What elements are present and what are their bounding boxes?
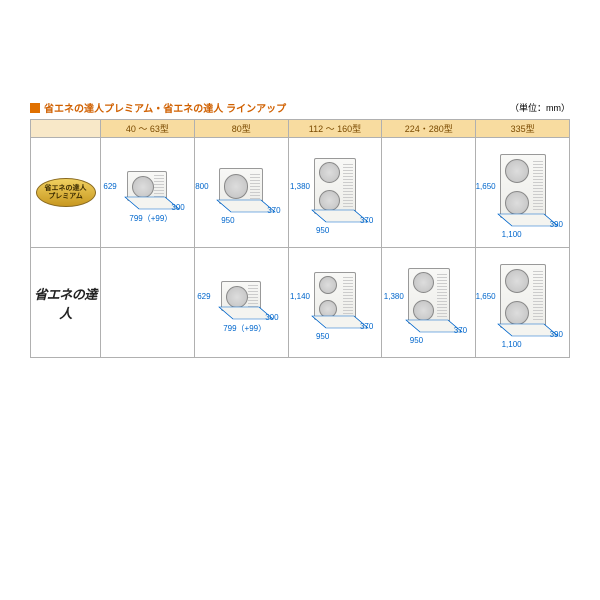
- ac-unit-icon: [500, 154, 546, 218]
- fan-icon: [505, 269, 529, 293]
- fan-icon: [319, 276, 337, 294]
- dim-width: 950: [410, 336, 423, 345]
- dim-height: 629: [197, 292, 210, 301]
- dim-height: 1,650: [476, 292, 496, 301]
- ac-unit-icon: [314, 272, 356, 320]
- unit-cell: 1,140 950 370: [288, 248, 382, 358]
- fan-icon: [226, 286, 248, 308]
- series-label: 省エネの達人: [33, 284, 98, 322]
- dim-depth: 300: [171, 203, 184, 212]
- title-left: 省エネの達人プレミアム・省エネの達人 ラインアップ: [30, 100, 286, 115]
- grille-icon: [343, 164, 353, 207]
- premium-badge-icon: 省エネの達人プレミアム: [36, 178, 96, 207]
- unit-cell: 629 799（+99）300: [194, 248, 288, 358]
- grille-icon: [248, 284, 258, 306]
- dim-width: 950: [221, 216, 234, 225]
- header-empty: [31, 120, 101, 138]
- unit-cell: 1,380 950 370: [288, 138, 382, 248]
- table-row: 省エネの達人 629 799（+99）300 1,140 950 370 1,380 9…: [31, 248, 570, 358]
- dim-depth: 300: [265, 313, 278, 322]
- grille-icon: [154, 174, 164, 196]
- header-row: 40 〜 63型 80型 112 〜 160型 224・280型 335型: [31, 120, 570, 138]
- unit-cell: 1,650 1,100 390: [476, 248, 570, 358]
- dim-width: 950: [316, 226, 329, 235]
- unit-diagram: 629799（+99）300: [201, 281, 281, 325]
- grille-icon: [533, 161, 543, 211]
- title-text: 省エネの達人プレミアム・省エネの達人 ラインアップ: [44, 100, 286, 115]
- dim-depth: 390: [550, 330, 563, 339]
- col-header: 335型: [476, 120, 570, 138]
- dim-width: 1,100: [502, 340, 522, 349]
- unit-note: （単位：mm）: [510, 101, 570, 114]
- ac-unit-icon: [408, 268, 450, 324]
- grille-icon: [437, 274, 447, 317]
- dim-height: 1,140: [290, 292, 310, 301]
- dim-height: 1,650: [476, 182, 496, 191]
- dim-height: 629: [103, 182, 116, 191]
- dim-height: 800: [195, 182, 208, 191]
- unit-cell: 1,380 950 370: [382, 248, 476, 358]
- dim-width: 799（+99）: [129, 213, 172, 224]
- fan-icon: [505, 191, 529, 215]
- unit-diagram: 629799（+99）300: [107, 171, 187, 215]
- unit-diagram: 1,140950370: [295, 272, 375, 334]
- fan-icon: [319, 190, 340, 211]
- unit-diagram: 800950370: [201, 168, 281, 218]
- col-header: 40 〜 63型: [101, 120, 195, 138]
- dim-width: 950: [316, 332, 329, 341]
- col-header: 224・280型: [382, 120, 476, 138]
- title-row: 省エネの達人プレミアム・省エネの達人 ラインアップ （単位：mm）: [30, 100, 570, 115]
- dim-width: 799（+99）: [223, 323, 266, 334]
- dim-width: 1,100: [502, 230, 522, 239]
- unit-diagram: 1,380950370: [389, 268, 469, 338]
- col-header: 80型: [194, 120, 288, 138]
- col-header: 112 〜 160型: [288, 120, 382, 138]
- grille-icon: [250, 172, 260, 199]
- dim-depth: 370: [360, 322, 373, 331]
- fan-icon: [505, 301, 529, 325]
- unit-diagram: 1,6501,100390: [483, 154, 563, 232]
- fan-icon: [413, 272, 434, 293]
- fan-icon: [413, 300, 434, 321]
- row-label: 省エネの達人: [31, 248, 101, 358]
- grille-icon: [533, 271, 543, 321]
- ac-unit-icon: [219, 168, 263, 204]
- dim-depth: 370: [454, 326, 467, 335]
- grille-icon: [343, 277, 353, 314]
- unit-cell: [101, 248, 195, 358]
- dim-depth: 370: [267, 206, 280, 215]
- fan-icon: [224, 174, 248, 198]
- dim-depth: 390: [550, 220, 563, 229]
- title-square-icon: [30, 103, 40, 113]
- dim-height: 1,380: [384, 292, 404, 301]
- unit-cell: [382, 138, 476, 248]
- unit-cell: 800 950 370: [194, 138, 288, 248]
- unit-diagram: 1,6501,100390: [483, 264, 563, 342]
- lineup-table: 40 〜 63型 80型 112 〜 160型 224・280型 335型 省エ…: [30, 119, 570, 358]
- ac-unit-icon: [314, 158, 356, 214]
- unit-diagram: 1,380950370: [295, 158, 375, 228]
- table-row: 省エネの達人プレミアム 629 799（+99）300 800 950 370 1,3…: [31, 138, 570, 248]
- fan-icon: [132, 176, 154, 198]
- fan-icon: [505, 159, 529, 183]
- unit-cell: 629 799（+99）300: [101, 138, 195, 248]
- unit-cell: 1,650 1,100 390: [476, 138, 570, 248]
- fan-icon: [319, 162, 340, 183]
- table-body: 省エネの達人プレミアム 629799（+99）300 800950370 1,3…: [31, 138, 570, 358]
- row-label: 省エネの達人プレミアム: [31, 138, 101, 248]
- ac-unit-icon: [500, 264, 546, 328]
- dim-height: 1,380: [290, 182, 310, 191]
- dim-depth: 370: [360, 216, 373, 225]
